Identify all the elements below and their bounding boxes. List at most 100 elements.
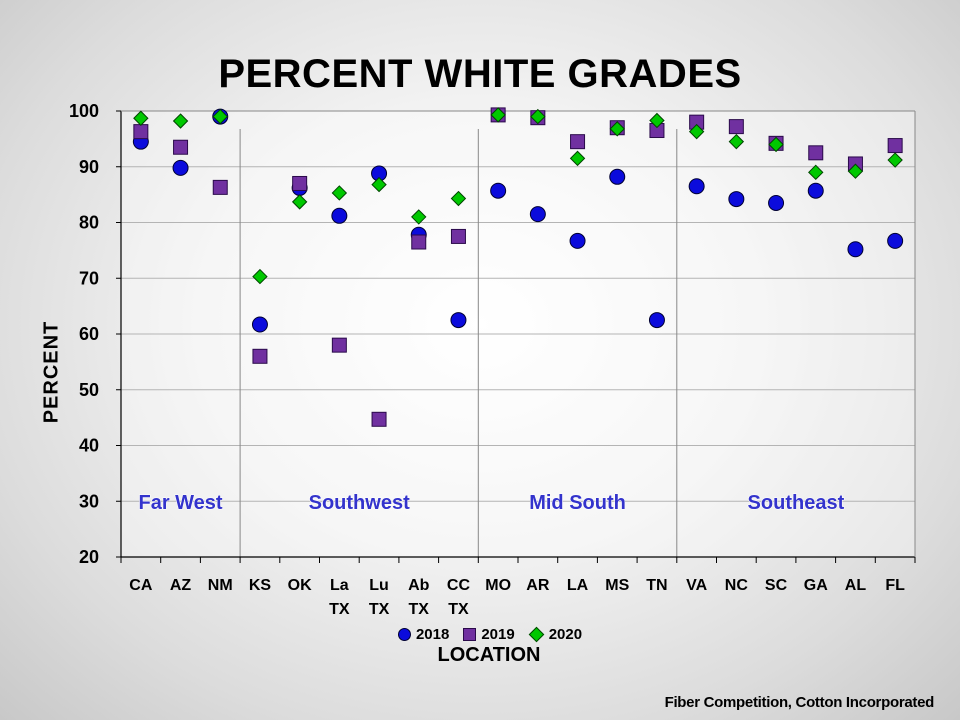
x-tick-label-va: VA <box>686 577 707 594</box>
x-tick-label-la: LA <box>567 577 589 594</box>
point-2019-ok <box>292 175 308 191</box>
x-tick-label-la-tx-line2: TX <box>329 601 350 618</box>
region-labels: Far West Southwest Mid South Southeast <box>138 492 845 515</box>
circle-marker-icon <box>397 628 411 641</box>
point-2020-la-tx <box>331 185 348 201</box>
point-2019-fl <box>887 138 903 154</box>
x-tick-label-fl: FL <box>885 577 905 594</box>
point-2019-az <box>173 139 189 155</box>
y-tick-label-60: 60 <box>79 324 99 344</box>
point-2020-lu-tx <box>371 176 387 193</box>
point-2018-az <box>172 159 189 176</box>
point-2018-fl <box>887 232 904 249</box>
point-2020-va <box>688 123 705 140</box>
point-2019-ga <box>808 145 824 161</box>
data-points <box>132 107 904 427</box>
region-label-mid-south: Mid South <box>529 492 626 514</box>
point-2020-ca <box>133 110 149 126</box>
x-tick-label-ks: KS <box>249 577 272 594</box>
point-2019-la-tx <box>331 337 347 353</box>
point-2018-mo <box>490 182 507 199</box>
point-2020-ms <box>609 121 625 137</box>
point-2020-mo <box>490 107 506 123</box>
y-tick-label-40: 40 <box>79 436 99 456</box>
x-tick-label-nc: NC <box>725 577 749 594</box>
point-2018-la-tx <box>331 207 348 224</box>
x-axis-label: LOCATION <box>437 644 541 666</box>
point-2018-tn <box>648 312 665 329</box>
y-tick-label-90: 90 <box>79 157 99 177</box>
square-marker-icon <box>463 628 477 641</box>
point-2019-ca <box>133 124 149 140</box>
point-2018-sc <box>768 194 785 211</box>
x-tick-label-sc: SC <box>765 577 788 594</box>
point-2020-sc <box>768 136 784 153</box>
source-note: Fiber Competition, Cotton Incorporated <box>664 694 935 711</box>
point-2018-ga <box>807 182 824 199</box>
point-2020-al <box>847 163 864 179</box>
x-tick-label-mo: MO <box>485 577 511 594</box>
x-tick-label-ar: AR <box>526 577 550 594</box>
x-tick-label-nm: NM <box>208 577 233 594</box>
y-tick-label-20: 20 <box>79 547 99 567</box>
point-2020-cc-tx <box>450 190 467 207</box>
x-tick-labels: CA AZ NM KS OK La TX Lu TX Ab TX CC TX MO AR LA MS TN VA NC… <box>129 577 905 618</box>
x-tick-label-lu-tx-line2: TX <box>369 601 390 618</box>
point-2020-nm <box>212 108 228 125</box>
legend-item-2020: 2020 <box>528 626 583 643</box>
point-2018-cc-tx <box>450 312 467 329</box>
point-2020-ab-tx <box>411 209 427 225</box>
point-2020-ga <box>808 164 824 181</box>
x-tick-label-ab-tx-line1: Ab <box>408 577 430 594</box>
point-2020-ar <box>530 108 546 125</box>
x-tick-label-ab-tx-line2: TX <box>409 601 430 618</box>
y-tick-label-70: 70 <box>79 268 99 288</box>
axes <box>116 110 916 563</box>
y-tick-label-100: 100 <box>69 101 99 121</box>
point-2019-ab-tx <box>411 234 427 250</box>
point-2020-nc <box>728 133 745 150</box>
region-label-southeast: Southeast <box>748 492 845 514</box>
y-tick-label-80: 80 <box>79 213 99 233</box>
x-tick-label-lu-tx-line1: Lu <box>369 577 389 594</box>
point-2019-lu-tx <box>371 411 387 427</box>
point-2019-la <box>570 134 586 150</box>
point-2020-ks <box>252 268 268 285</box>
x-tick-label-cc-tx-line1: CC <box>447 577 471 594</box>
region-label-southwest: Southwest <box>309 492 410 514</box>
point-2018-va <box>688 178 705 195</box>
x-tick-label-cc-tx-line2: TX <box>448 601 469 618</box>
point-2020-ok <box>291 194 308 210</box>
legend: 2018 2019 2020 <box>0 626 960 643</box>
point-2020-fl <box>887 152 903 168</box>
point-2018-ks <box>251 316 268 333</box>
point-2019-nc <box>728 119 744 135</box>
point-2019-ks <box>252 348 268 364</box>
point-2018-ms <box>609 168 626 185</box>
point-2018-la <box>569 232 586 249</box>
y-tick-label-50: 50 <box>79 380 99 400</box>
x-tick-label-ok: OK <box>288 577 312 594</box>
point-2020-tn <box>649 112 665 129</box>
y-tick-labels: 20 30 40 50 60 70 80 90 100 <box>69 101 99 567</box>
point-2018-ar <box>529 206 546 223</box>
legend-label-2019: 2019 <box>481 626 515 643</box>
point-2019-nm <box>212 179 228 195</box>
region-dividers <box>239 129 678 557</box>
x-tick-label-al: AL <box>845 577 867 594</box>
legend-label-2018: 2018 <box>415 626 450 643</box>
legend-item-2018: 2018 <box>397 626 450 643</box>
x-tick-label-tn: TN <box>646 577 667 594</box>
region-label-far-west: Far West <box>138 492 222 514</box>
point-2020-la <box>569 150 586 167</box>
x-tick-label-az: AZ <box>170 577 192 594</box>
diamond-marker-icon <box>528 626 544 643</box>
point-2020-az <box>172 113 189 129</box>
x-tick-label-ca: CA <box>129 577 153 594</box>
legend-label-2020: 2020 <box>548 626 583 643</box>
y-tick-label-30: 30 <box>79 491 99 511</box>
legend-item-2019: 2019 <box>463 626 515 643</box>
chart-title: PERCENT WHITE GRADES <box>218 52 742 96</box>
point-2019-cc-tx <box>450 228 466 244</box>
